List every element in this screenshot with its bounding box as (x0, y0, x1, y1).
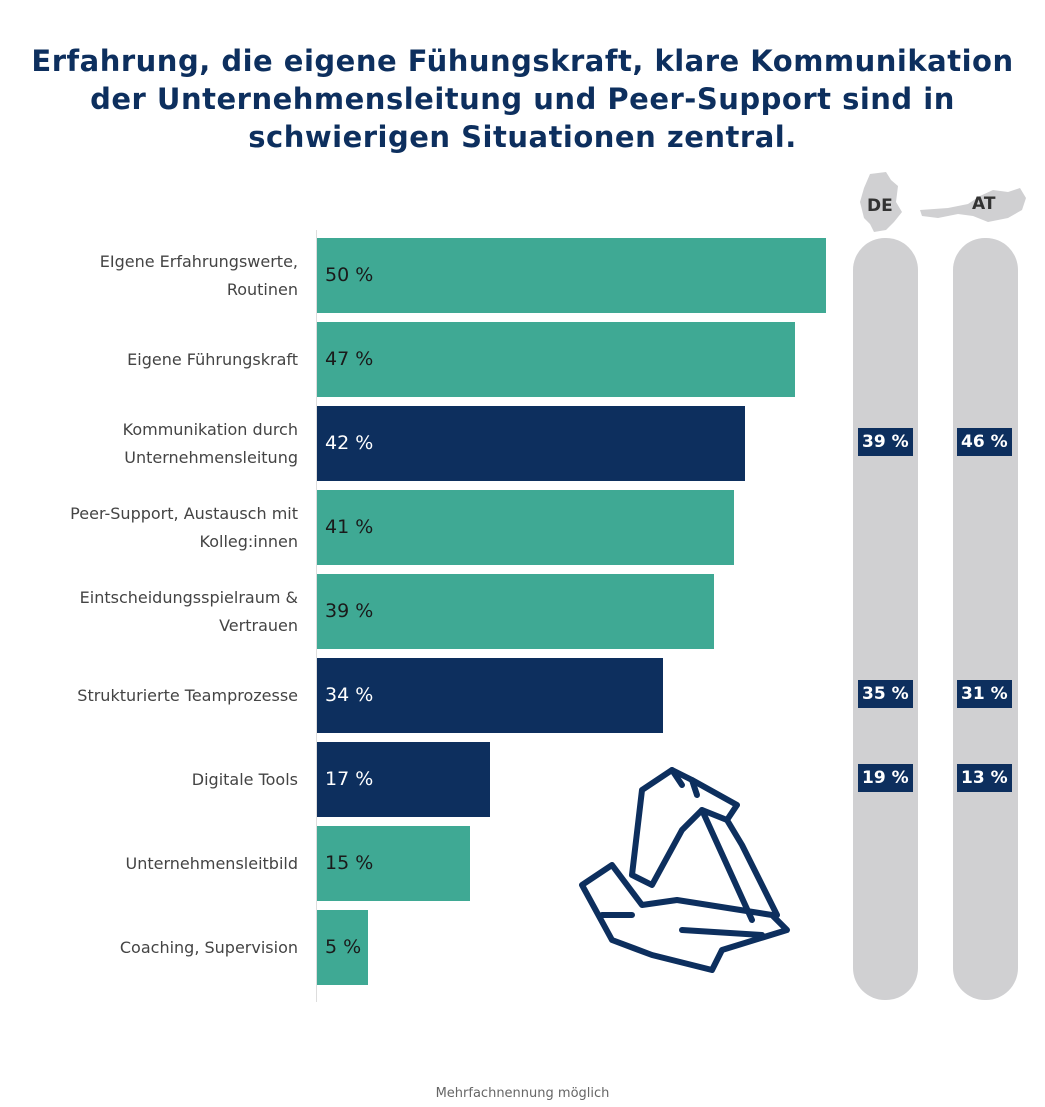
bar: 50 % (317, 238, 826, 313)
bar: 47 % (317, 322, 796, 397)
bar-value-label: 50 % (325, 264, 374, 286)
category-label-text: Strukturierte Teamprozesse (77, 685, 298, 705)
category-label: Coaching, Supervision (0, 910, 298, 985)
category-label: Kommunikation durch Unternehmensleitung (0, 406, 298, 481)
austria-map-icon (920, 188, 1026, 222)
country-value-badge: 46 % (957, 428, 1012, 456)
bar: 5 % (317, 910, 368, 985)
y-axis-line (316, 230, 317, 1002)
bar: 42 % (317, 406, 745, 481)
bar-value-label: 39 % (325, 600, 374, 622)
bar-value-label: 47 % (325, 348, 374, 370)
country-value-badge: 39 % (858, 428, 913, 456)
category-label-text: Peer-Support, Austausch mit Kolleg:innen (70, 503, 298, 551)
category-label-text: Kommunikation durch Unternehmensleitung (122, 419, 298, 467)
category-label: Eintscheidungsspielraum & Vertrauen (0, 574, 298, 649)
country-value-badge: 19 % (858, 764, 913, 792)
bar: 17 % (317, 742, 491, 817)
bar-value-label: 15 % (325, 852, 374, 874)
category-label-text: Eintscheidungsspielraum & Vertrauen (79, 587, 298, 635)
category-label-text: Coaching, Supervision (119, 937, 298, 957)
germany-map-icon (860, 172, 902, 232)
category-label: Unternehmensleitbild (0, 826, 298, 901)
country-value-badge: 35 % (858, 680, 913, 708)
country-value-badge: 13 % (957, 764, 1012, 792)
bar: 34 % (317, 658, 664, 733)
category-label-text: EIgene Erfahrungswerte, Routinen (99, 251, 298, 299)
category-label: EIgene Erfahrungswerte, Routinen (0, 238, 298, 313)
bar-value-label: 5 % (325, 936, 362, 958)
bar: 39 % (317, 574, 715, 649)
category-label-text: Digitale Tools (191, 769, 298, 789)
category-label-text: Unternehmensleitbild (125, 853, 298, 873)
bar-value-label: 42 % (325, 432, 374, 454)
category-label: Eigene Führungskraft (0, 322, 298, 397)
hands-triangle-icon (579, 767, 790, 973)
pill-de (853, 238, 918, 1000)
category-label: Digitale Tools (0, 742, 298, 817)
chart-title: Erfahrung, die eigene Fühungskraft, klar… (31, 44, 1014, 154)
bar-value-label: 17 % (325, 768, 374, 790)
country-label-de: DE (867, 196, 893, 216)
category-label: Peer-Support, Austausch mit Kolleg:innen (0, 490, 298, 565)
footnote: Mehrfachnennung möglich (435, 1086, 610, 1101)
bar: 41 % (317, 490, 735, 565)
category-label-text: Eigene Führungskraft (127, 349, 298, 369)
country-label-at: AT (972, 194, 996, 214)
bar: 15 % (317, 826, 470, 901)
pill-at (953, 238, 1018, 1000)
country-value-badge: 31 % (957, 680, 1012, 708)
bar-value-label: 41 % (325, 516, 374, 538)
category-label: Strukturierte Teamprozesse (0, 658, 298, 733)
bar-value-label: 34 % (325, 684, 374, 706)
